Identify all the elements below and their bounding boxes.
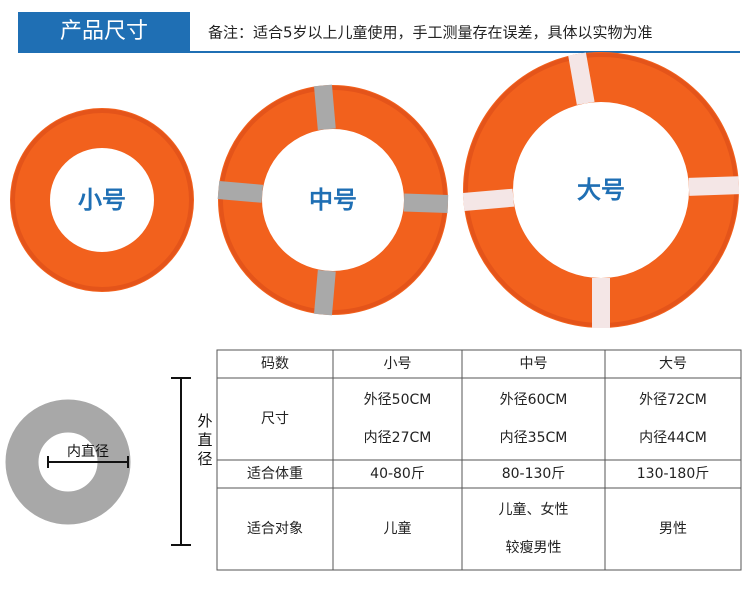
table-cell: 内径27CM [364, 430, 432, 446]
table-cell: 儿童、女性 [499, 501, 569, 518]
rings: 小号 中号 大号 [10, 52, 740, 328]
table-cell: 内径44CM [639, 430, 707, 446]
table-cell: 外径60CM [500, 392, 568, 408]
note: 备注：适合5岁以上儿童使用，手工测量存在误差，具体以实物为准 [208, 24, 653, 42]
table-cell: 码数 [261, 356, 289, 372]
ring-label: 大号 [577, 176, 625, 204]
table-cell: 80-130斤 [502, 466, 566, 482]
reflective-band [462, 188, 515, 211]
table-cell: 儿童 [384, 520, 412, 537]
table-cell: 外径72CM [639, 392, 707, 408]
table-cell: 适合体重 [247, 466, 303, 482]
table-cell: 内径35CM [500, 430, 568, 446]
title: 产品尺寸 [60, 19, 148, 44]
reflective-band [568, 52, 595, 105]
reflective-band [403, 193, 449, 214]
reflective-band [592, 278, 610, 328]
table-cell: 男性 [659, 521, 687, 537]
reflective-band [217, 181, 264, 203]
title-tab [18, 12, 190, 52]
ring-label: 小号 [78, 186, 126, 214]
inner-label: 内直径 [67, 443, 109, 460]
ring [10, 108, 194, 292]
ring-label: 中号 [309, 186, 357, 214]
table-cell: 130-180斤 [637, 466, 710, 482]
reflective-band [314, 84, 336, 131]
table-cell: 中号 [520, 356, 548, 372]
table-cell: 尺寸 [261, 411, 289, 427]
table-cell: 小号 [384, 356, 412, 372]
reflective-band [314, 269, 336, 316]
table-cell: 外径50CM [364, 392, 432, 408]
table-cell: 40-80斤 [370, 466, 425, 482]
table-cell: 适合对象 [247, 521, 303, 537]
reflective-band [688, 176, 740, 196]
table-cell: 大号 [659, 356, 687, 372]
outer-label: 外直径 [197, 412, 212, 468]
ring-shade [11, 109, 193, 291]
table-cell: 较瘦男性 [506, 539, 562, 556]
